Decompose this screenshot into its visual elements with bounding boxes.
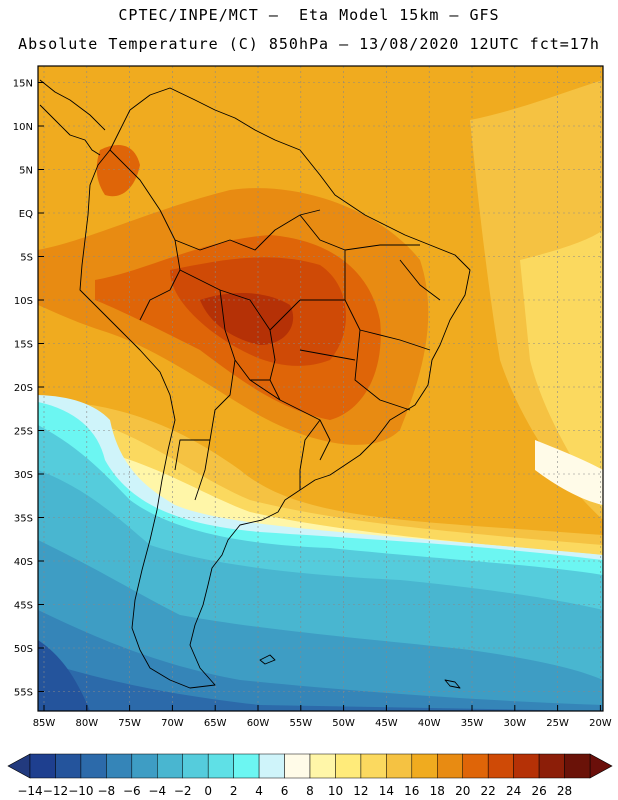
longitude-axis: 85W 80W 75W 70W 65W 60W 55W 50W 45W 40W 35W 30W 25W 2… — [33, 705, 612, 729]
lat-label: 5N — [19, 166, 33, 177]
colorbar-label: 2 — [230, 784, 238, 798]
lat-label: 30S — [14, 470, 33, 481]
lon-label: 55W — [289, 718, 312, 729]
lon-label: 25W — [546, 718, 569, 729]
lat-label: 10N — [13, 122, 33, 133]
lat-label: 50S — [14, 644, 33, 655]
central-america-coastline — [39, 79, 106, 156]
colorbar-swatch — [462, 753, 489, 779]
colorbar-label: 10 — [328, 784, 343, 798]
colorbar-swatch — [437, 753, 463, 779]
lon-label: 75W — [118, 718, 141, 729]
colorbar-label: −10 — [68, 784, 93, 798]
colorbar-under-arrow — [7, 753, 31, 779]
colorbar-swatch — [564, 753, 591, 779]
colorbar-label: −6 — [123, 784, 141, 798]
lon-label: 85W — [33, 718, 56, 729]
lat-label: 15N — [13, 79, 33, 90]
colorbar-swatch — [55, 753, 82, 779]
islands — [259, 654, 461, 689]
colorbar-swatch — [207, 753, 234, 779]
lon-label: 60W — [247, 718, 270, 729]
lat-label: 25S — [14, 427, 33, 438]
colorbar-swatch — [284, 753, 311, 779]
colorbar-swatch — [538, 753, 565, 779]
colorbar-label: −2 — [174, 784, 192, 798]
country-borders — [109, 149, 331, 501]
colorbar-label: −14 — [17, 784, 42, 798]
colorbar-label: 12 — [353, 784, 368, 798]
colorbar-swatch — [411, 753, 438, 779]
lon-label: 35W — [461, 718, 484, 729]
colorbar-swatch — [157, 753, 183, 779]
lat-label: 5S — [20, 253, 33, 264]
colorbar-over-arrow — [589, 753, 613, 779]
grid-lines — [38, 66, 603, 711]
colorbar-label: 26 — [531, 784, 546, 798]
colorbar: −14 −12 −10 −8 −6 −4 −2 0 2 4 6 8 10 12 14 16 18 20 22 24 26… — [7, 753, 613, 798]
colorbar-swatch — [106, 753, 133, 779]
colorbar-label: 8 — [306, 784, 314, 798]
colorbar-label: 0 — [204, 784, 212, 798]
south-america-coastline — [79, 87, 471, 689]
colorbar-label: 24 — [506, 784, 521, 798]
colorbar-swatch — [487, 753, 514, 779]
lat-label: 15S — [14, 340, 33, 351]
lon-label: 40W — [418, 718, 441, 729]
lon-label: 70W — [161, 718, 184, 729]
lat-label: 35S — [14, 514, 33, 525]
colorbar-label: 14 — [379, 784, 394, 798]
colorbar-label: 28 — [557, 784, 572, 798]
latitude-axis: 15N 10N 5N EQ 5S 10S 15S 20S 25S 30S 35S 40S 45S 50S 5… — [13, 79, 44, 699]
lon-label: 80W — [75, 718, 98, 729]
colorbar-label: −12 — [43, 784, 68, 798]
lat-label: 20S — [14, 383, 33, 394]
lon-label: 30W — [503, 718, 526, 729]
lon-label: 45W — [375, 718, 398, 729]
lat-label: 10S — [14, 296, 33, 307]
colorbar-swatch — [233, 753, 260, 779]
colorbar-swatch — [360, 753, 387, 779]
colorbar-swatch — [309, 753, 336, 779]
map-frame — [37, 65, 604, 712]
colorbar-swatch — [513, 753, 540, 779]
colorbar-swatch — [335, 753, 362, 779]
colorbar-label: 16 — [404, 784, 419, 798]
lat-label: EQ — [19, 209, 33, 220]
colorbar-label: −8 — [98, 784, 116, 798]
colorbar-swatch — [80, 753, 107, 779]
temperature-field — [38, 66, 603, 711]
colorbar-label: 4 — [255, 784, 263, 798]
lat-label: 45S — [14, 601, 33, 612]
lon-label: 50W — [332, 718, 355, 729]
brazil-states — [269, 214, 441, 411]
coastlines-and-borders — [39, 79, 471, 689]
colorbar-label: 22 — [481, 784, 496, 798]
colorbar-swatch — [182, 753, 209, 779]
map-title-line2: Absolute Temperature (C) 850hPa – 13/08/… — [18, 35, 600, 53]
lat-label: 40S — [14, 557, 33, 568]
colorbar-label: 20 — [455, 784, 470, 798]
colorbar-swatch — [258, 753, 285, 779]
colorbar-swatch — [131, 753, 158, 779]
lon-label: 20W — [589, 718, 612, 729]
colorbar-label: −4 — [148, 784, 166, 798]
lat-label: 55S — [14, 688, 33, 699]
colorbar-swatch — [29, 753, 56, 779]
map-title-line1: CPTEC/INPE/MCT – Eta Model 15km – GFS — [118, 6, 500, 24]
colorbar-label: 6 — [281, 784, 289, 798]
colorbar-label: 18 — [430, 784, 445, 798]
colorbar-swatch — [386, 753, 413, 779]
lon-label: 65W — [204, 718, 227, 729]
